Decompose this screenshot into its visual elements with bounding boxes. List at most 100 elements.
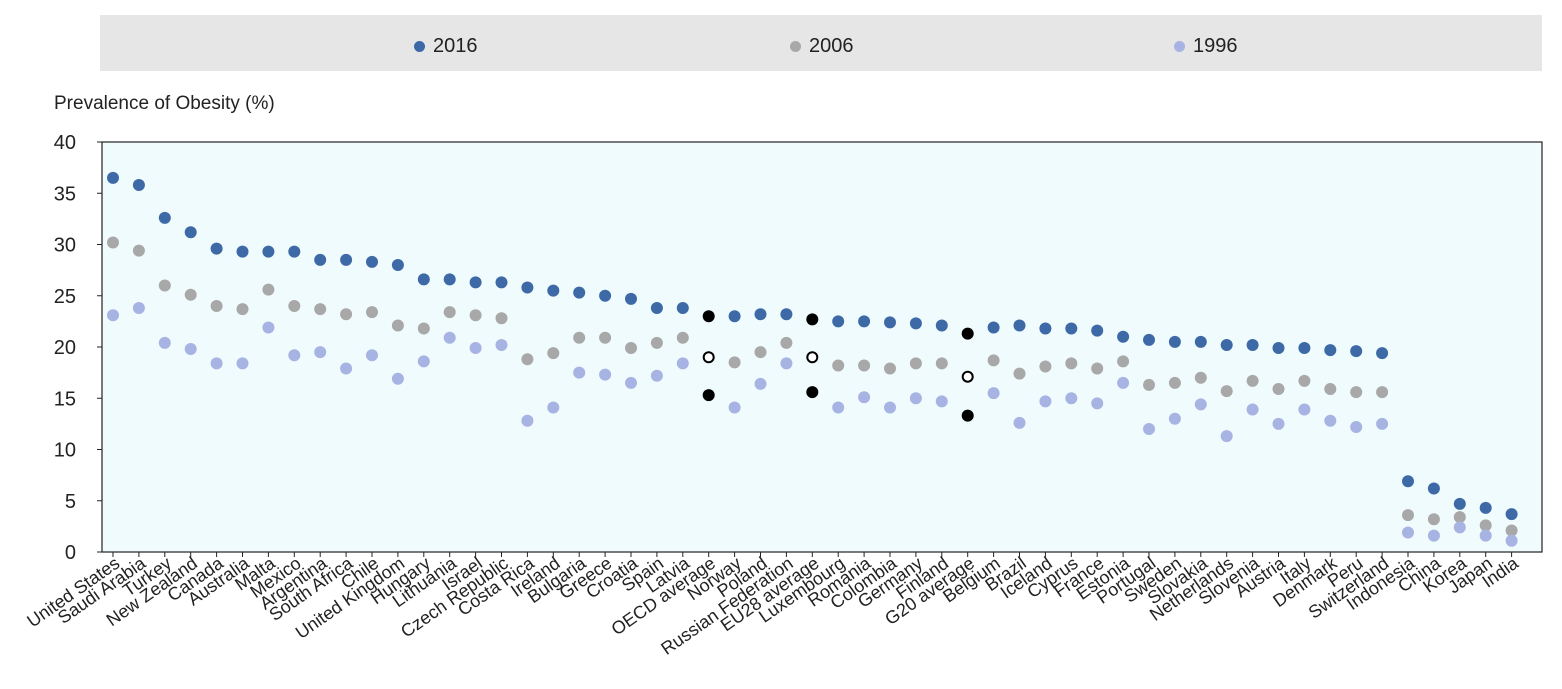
point-2006-mexico: [288, 300, 301, 312]
point-1996-netherlands: [1220, 430, 1233, 443]
point-2016-romania: [858, 315, 871, 328]
point-2006-croatia: [625, 342, 637, 355]
point-1996-saudi-arabia: [132, 302, 145, 315]
point-2006-israel: [469, 309, 482, 322]
point-2006-korea: [1453, 511, 1466, 524]
point-2016-slovakia: [1194, 335, 1207, 348]
point-1996-korea: [1453, 521, 1466, 534]
point-1996-japan: [1479, 529, 1492, 542]
point-2006-italy: [1298, 374, 1311, 387]
point-2016-south-africa: [340, 253, 353, 266]
point-1996-norway: [728, 401, 741, 414]
point-1996-iceland: [1039, 395, 1052, 408]
point-2016-g20-average: [961, 327, 974, 340]
point-2016-latvia: [676, 302, 689, 315]
point-1996-spain: [650, 369, 663, 382]
point-2006-germany: [909, 357, 922, 370]
point-2016-saudi-arabia: [132, 179, 145, 192]
point-2016-italy: [1298, 342, 1311, 355]
point-1996-oecd-average: [702, 389, 715, 402]
data-points: [107, 171, 1518, 547]
point-1996-colombia: [884, 401, 896, 414]
point-2016-oecd-average: [702, 310, 715, 323]
legend-marker-2006: [790, 41, 801, 52]
point-2006-turkey: [158, 279, 171, 292]
point-2006-malta: [262, 283, 275, 296]
y-tick-label: 5: [65, 491, 76, 513]
point-1996-canada: [210, 357, 223, 370]
point-1996-austria: [1272, 417, 1285, 430]
point-1996-south-africa: [340, 362, 353, 375]
point-1996-slovakia: [1194, 398, 1207, 411]
point-2016-argentina: [314, 253, 327, 266]
point-2006-switzerland: [1376, 386, 1389, 399]
point-1996-italy: [1298, 403, 1311, 416]
point-2006-norway: [728, 356, 741, 369]
point-2016-china: [1427, 482, 1440, 495]
point-2016-lithuania: [443, 273, 456, 286]
point-2006-australia: [236, 303, 249, 316]
point-2006-united-states: [107, 236, 119, 249]
point-1996-new-zealand: [184, 343, 197, 356]
point-2016-spain: [650, 302, 663, 315]
point-2016-eu28-average: [806, 313, 819, 326]
legend: 2016 2006 1996: [100, 15, 1542, 71]
point-2016-portugal: [1143, 333, 1155, 346]
legend-item-2006: 2006: [790, 35, 854, 58]
point-2006-latvia: [676, 331, 689, 344]
point-2006-france: [1091, 362, 1104, 375]
point-2016-norway: [728, 310, 741, 323]
point-2016-slovenia: [1246, 338, 1259, 351]
point-2016-netherlands: [1220, 338, 1233, 351]
point-1996-belgium: [987, 387, 1000, 400]
point-2016-canada: [210, 242, 223, 255]
point-2016-sweden: [1168, 335, 1181, 348]
point-1996-australia: [236, 357, 249, 370]
point-2006-estonia: [1117, 355, 1130, 368]
point-1996-lithuania: [443, 331, 456, 344]
point-1996-poland: [754, 377, 767, 390]
point-2006-india: [1505, 524, 1518, 537]
point-2006-colombia: [884, 362, 896, 375]
point-2006-japan: [1479, 519, 1492, 532]
point-2016-korea: [1453, 497, 1466, 510]
point-1996-chile: [366, 349, 378, 362]
point-2016-croatia: [625, 292, 637, 305]
point-2006-romania: [858, 359, 871, 372]
point-2006-belgium: [987, 354, 1000, 367]
point-2016-australia: [236, 245, 249, 258]
point-2006-peru: [1350, 386, 1363, 399]
point-1996-switzerland: [1376, 417, 1389, 430]
point-2016-hungary: [417, 273, 430, 286]
point-2006-canada: [210, 300, 223, 312]
point-1996-germany: [909, 392, 922, 405]
point-2016-bulgaria: [573, 286, 586, 299]
point-1996-sweden: [1168, 412, 1181, 425]
point-2006-bulgaria: [573, 331, 586, 344]
point-1996-peru: [1350, 420, 1363, 433]
point-2016-chile: [366, 255, 378, 268]
point-2006-united-kingdom: [391, 319, 404, 332]
point-2016-ireland: [547, 284, 560, 297]
point-1996-israel: [469, 342, 482, 355]
point-1996-luxembourg: [832, 401, 845, 414]
point-2016-france: [1091, 324, 1104, 337]
legend-label-1996: 1996: [1193, 35, 1238, 57]
point-1996-russian-federation: [780, 357, 793, 370]
point-2006-saudi-arabia: [132, 244, 145, 257]
point-2006-costa-rica: [521, 353, 534, 366]
point-1996-turkey: [158, 336, 171, 349]
point-2016-czech-republic: [495, 276, 508, 289]
y-axis: 0 5 10 15 20 25 30 35 40: [54, 132, 102, 564]
point-2006-russian-federation: [780, 336, 793, 349]
point-2016-united-states: [107, 171, 119, 184]
point-2006-ireland: [547, 347, 560, 360]
point-1996-ireland: [547, 401, 560, 414]
point-2006-czech-republic: [495, 312, 508, 325]
y-tick-label: 25: [54, 286, 76, 308]
point-1996-g20-average: [961, 409, 974, 422]
point-1996-costa-rica: [521, 414, 534, 427]
point-2016-switzerland: [1376, 347, 1389, 360]
point-1996-hungary: [417, 355, 430, 368]
